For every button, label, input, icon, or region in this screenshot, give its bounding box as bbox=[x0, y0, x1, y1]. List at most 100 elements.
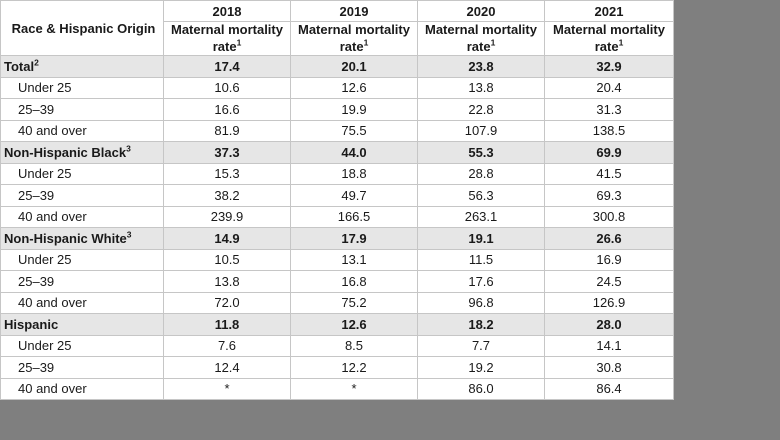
table-row: Under 25 7.6 8.5 7.7 14.1 bbox=[0, 334, 674, 357]
value-cell: 56.3 bbox=[417, 184, 545, 207]
value-cell: 20.4 bbox=[544, 76, 674, 99]
value-cell: 41.5 bbox=[544, 162, 674, 185]
row-label-cell: Non-Hispanic Black3 bbox=[0, 141, 164, 164]
value-cell: 10.6 bbox=[163, 76, 291, 99]
measure-header-line1: Maternal mortality bbox=[171, 22, 283, 38]
group-row: Non-Hispanic White3 14.9 17.9 19.1 26.6 bbox=[0, 227, 674, 250]
row-label-cell: Non-Hispanic White3 bbox=[0, 227, 164, 250]
measure-header-line2: rate bbox=[594, 38, 619, 54]
value-cell: 75.2 bbox=[290, 291, 418, 314]
value-cell: 239.9 bbox=[163, 205, 291, 228]
value-cell: 19.1 bbox=[417, 227, 545, 250]
table-row: 25–39 16.6 19.9 22.8 31.3 bbox=[0, 98, 674, 121]
value-cell: 7.7 bbox=[417, 334, 545, 357]
table-row: 25–39 38.2 49.7 56.3 69.3 bbox=[0, 184, 674, 207]
footnote-marker: 3 bbox=[126, 143, 131, 154]
value-cell: 166.5 bbox=[290, 205, 418, 228]
value-cell: 49.7 bbox=[290, 184, 418, 207]
value-cell: 72.0 bbox=[163, 291, 291, 314]
value-cell: 31.3 bbox=[544, 98, 674, 121]
row-label-cell: 25–39 bbox=[0, 270, 164, 293]
row-label-cell: 25–39 bbox=[0, 184, 164, 207]
footnote-marker: 1 bbox=[490, 37, 496, 48]
row-label-cell: 40 and over bbox=[0, 291, 164, 314]
row-label-cell: 40 and over bbox=[0, 377, 164, 400]
value-cell: 23.8 bbox=[417, 55, 545, 78]
footnote-marker: 2 bbox=[34, 57, 39, 68]
table-row: 25–39 13.8 16.8 17.6 24.5 bbox=[0, 270, 674, 293]
measure-header-row: Maternal mortality rate1 Maternal mortali… bbox=[1, 21, 674, 56]
value-cell: * bbox=[163, 377, 291, 400]
value-cell: 300.8 bbox=[544, 205, 674, 228]
row-label-cell: 40 and over bbox=[0, 205, 164, 228]
table-row: 40 and over 81.9 75.5 107.9 138.5 bbox=[0, 119, 674, 142]
year-column-header-2020: 2020 bbox=[417, 0, 545, 22]
value-cell: 16.6 bbox=[163, 98, 291, 121]
footnote-marker: 1 bbox=[236, 37, 242, 48]
value-cell: 18.2 bbox=[417, 313, 545, 336]
table-row: 40 and over 239.9 166.5 263.1 300.8 bbox=[0, 205, 674, 228]
value-cell: 86.4 bbox=[544, 377, 674, 400]
value-cell: 30.8 bbox=[544, 356, 674, 379]
value-cell: * bbox=[290, 377, 418, 400]
value-cell: 138.5 bbox=[544, 119, 674, 142]
group-row: Total2 17.4 20.1 23.8 32.9 bbox=[0, 55, 674, 78]
value-cell: 32.9 bbox=[544, 55, 674, 78]
value-cell: 26.6 bbox=[544, 227, 674, 250]
row-label-cell: Hispanic bbox=[0, 313, 164, 336]
table-row: 25–39 12.4 12.2 19.2 30.8 bbox=[0, 356, 674, 379]
value-cell: 81.9 bbox=[163, 119, 291, 142]
value-cell: 44.0 bbox=[290, 141, 418, 164]
value-cell: 55.3 bbox=[417, 141, 545, 164]
value-cell: 11.8 bbox=[163, 313, 291, 336]
row-label-cell: Total2 bbox=[0, 55, 164, 78]
value-cell: 15.3 bbox=[163, 162, 291, 185]
maternal-mortality-table: Race & Hispanic Origin 2018 2019 2020 20… bbox=[0, 0, 674, 400]
measure-column-header: Maternal mortality rate1 bbox=[290, 21, 418, 56]
value-cell: 13.8 bbox=[163, 270, 291, 293]
table-row: Under 25 10.6 12.6 13.8 20.4 bbox=[0, 76, 674, 99]
value-cell: 14.1 bbox=[544, 334, 674, 357]
value-cell: 12.6 bbox=[290, 313, 418, 336]
value-cell: 28.8 bbox=[417, 162, 545, 185]
value-cell: 16.9 bbox=[544, 248, 674, 271]
year-header-row: Race & Hispanic Origin 2018 2019 2020 20… bbox=[0, 0, 674, 56]
value-cell: 28.0 bbox=[544, 313, 674, 336]
value-cell: 38.2 bbox=[163, 184, 291, 207]
data-table: Race & Hispanic Origin 2018 2019 2020 20… bbox=[0, 0, 674, 400]
value-cell: 19.9 bbox=[290, 98, 418, 121]
value-cell: 12.6 bbox=[290, 76, 418, 99]
value-cell: 10.5 bbox=[163, 248, 291, 271]
value-cell: 126.9 bbox=[544, 291, 674, 314]
table-row: 40 and over 72.0 75.2 96.8 126.9 bbox=[0, 291, 674, 314]
value-cell: 24.5 bbox=[544, 270, 674, 293]
year-column-header-2019: 2019 bbox=[290, 0, 418, 22]
row-label-cell: 40 and over bbox=[0, 119, 164, 142]
row-label-cell: 25–39 bbox=[0, 98, 164, 121]
measure-header-line1: Maternal mortality bbox=[425, 22, 537, 38]
value-cell: 13.1 bbox=[290, 248, 418, 271]
row-label-cell: Under 25 bbox=[0, 334, 164, 357]
row-label-cell: 25–39 bbox=[0, 356, 164, 379]
value-cell: 37.3 bbox=[163, 141, 291, 164]
value-cell: 17.4 bbox=[163, 55, 291, 78]
value-cell: 17.9 bbox=[290, 227, 418, 250]
measure-header-line2: rate bbox=[339, 38, 364, 54]
year-column-header-2018: 2018 bbox=[163, 0, 291, 22]
row-label-cell: Under 25 bbox=[0, 162, 164, 185]
measure-header-line2: rate bbox=[212, 38, 237, 54]
group-row: Non-Hispanic Black3 37.3 44.0 55.3 69.9 bbox=[0, 141, 674, 164]
value-cell: 107.9 bbox=[417, 119, 545, 142]
value-cell: 69.9 bbox=[544, 141, 674, 164]
value-cell: 22.8 bbox=[417, 98, 545, 121]
measure-header-line1: Maternal mortality bbox=[298, 22, 410, 38]
footnote-marker: 1 bbox=[363, 37, 369, 48]
table-row: Under 25 15.3 18.8 28.8 41.5 bbox=[0, 162, 674, 185]
table-row: Under 25 10.5 13.1 11.5 16.9 bbox=[0, 248, 674, 271]
value-cell: 18.8 bbox=[290, 162, 418, 185]
measure-column-header: Maternal mortality rate1 bbox=[417, 21, 545, 56]
value-cell: 14.9 bbox=[163, 227, 291, 250]
value-cell: 263.1 bbox=[417, 205, 545, 228]
value-cell: 12.4 bbox=[163, 356, 291, 379]
